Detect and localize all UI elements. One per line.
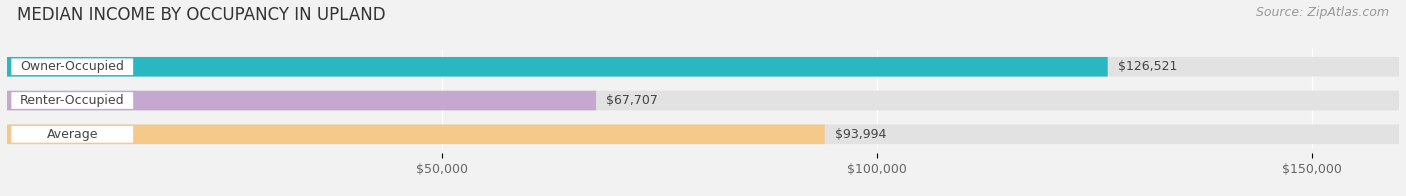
FancyBboxPatch shape (7, 57, 1399, 77)
FancyBboxPatch shape (7, 57, 1108, 77)
Text: Owner-Occupied: Owner-Occupied (20, 60, 124, 73)
Text: $67,707: $67,707 (606, 94, 658, 107)
FancyBboxPatch shape (11, 58, 134, 75)
FancyBboxPatch shape (11, 92, 134, 109)
FancyBboxPatch shape (11, 126, 134, 143)
FancyBboxPatch shape (7, 124, 825, 144)
Text: $93,994: $93,994 (835, 128, 887, 141)
FancyBboxPatch shape (7, 91, 1399, 110)
Text: Average: Average (46, 128, 98, 141)
FancyBboxPatch shape (7, 91, 596, 110)
Text: Source: ZipAtlas.com: Source: ZipAtlas.com (1256, 6, 1389, 19)
FancyBboxPatch shape (7, 124, 1399, 144)
Text: Renter-Occupied: Renter-Occupied (20, 94, 125, 107)
Text: MEDIAN INCOME BY OCCUPANCY IN UPLAND: MEDIAN INCOME BY OCCUPANCY IN UPLAND (17, 6, 385, 24)
Text: $126,521: $126,521 (1118, 60, 1178, 73)
